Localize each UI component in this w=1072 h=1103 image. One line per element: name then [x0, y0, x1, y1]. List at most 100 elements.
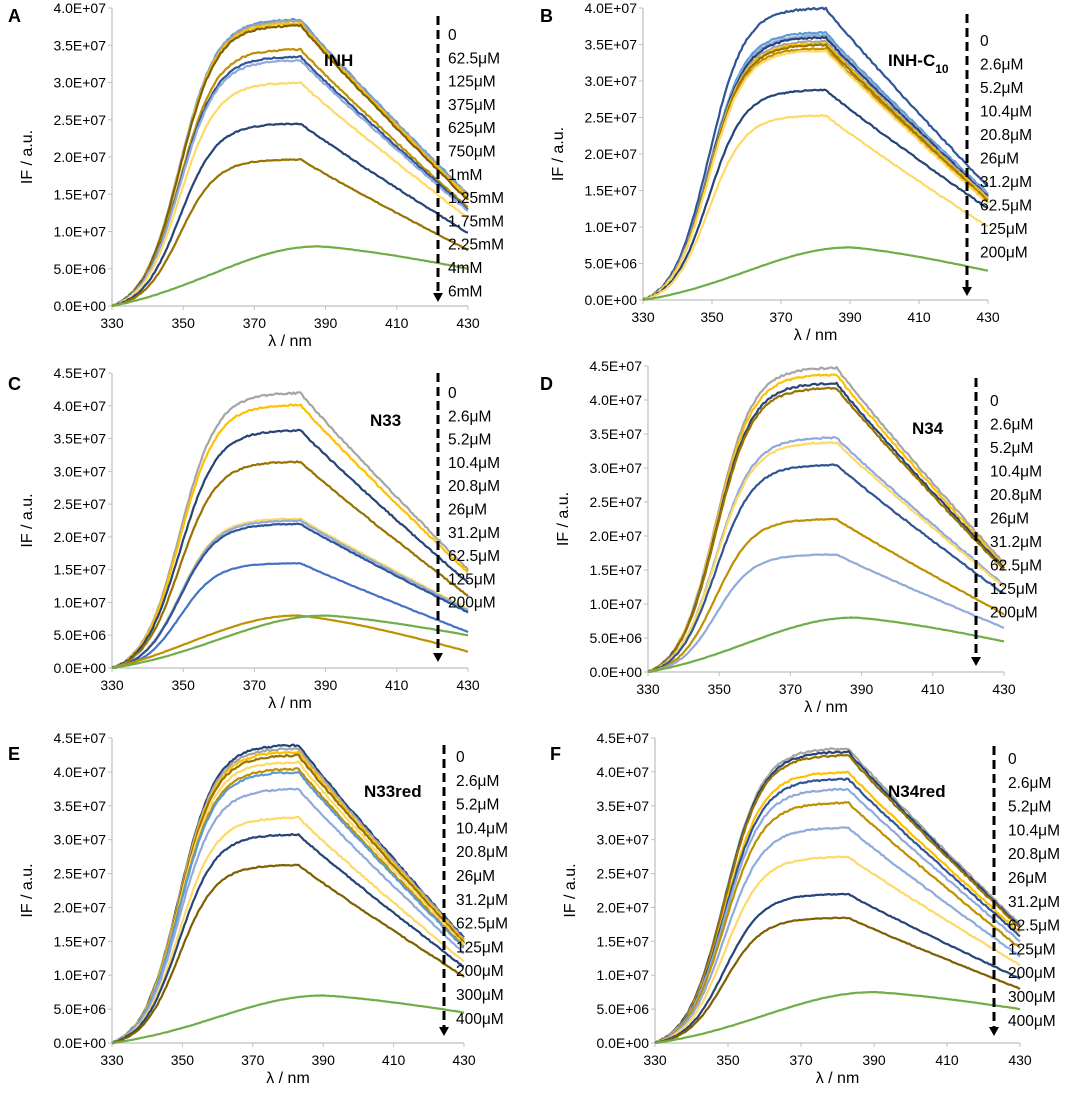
y-tick-label: 5.0E+06 — [53, 261, 106, 277]
y-tick-label: 4.0E+07 — [53, 764, 106, 780]
legend-entry: 2.6μM — [990, 417, 1033, 434]
y-tick-label: 3.0E+07 — [53, 832, 106, 848]
series-line — [642, 114, 989, 302]
x-tick-label: 330 — [643, 1052, 667, 1068]
x-tick-label: 430 — [456, 677, 480, 693]
y-tick-label: 4.0E+07 — [589, 392, 642, 408]
series-line — [111, 245, 469, 308]
x-tick-label: 350 — [700, 309, 724, 325]
y-axis-label: IF / a.u. — [19, 493, 36, 547]
x-tick-label: 370 — [779, 681, 803, 697]
y-axis-label: IF / a.u. — [19, 130, 36, 184]
x-tick-label: 390 — [838, 309, 862, 325]
legend-entry: 62.5μM — [980, 198, 1032, 215]
legend-entry: 0 — [448, 27, 457, 44]
legend-entry: 1.25mM — [448, 190, 504, 207]
series-line — [654, 892, 1021, 1045]
y-tick-label: 2.0E+07 — [53, 899, 106, 915]
legend-entry: 10.4μM — [1008, 822, 1060, 839]
arrow-head — [433, 293, 443, 302]
y-tick-label: 4.0E+07 — [53, 398, 106, 414]
legend-entry: 31.2μM — [456, 892, 508, 909]
legend-entry: 125μM — [980, 221, 1028, 238]
y-axis-label: IF / a.u. — [19, 863, 36, 917]
y-tick-label: 2.5E+07 — [53, 866, 106, 882]
x-tick-label: 350 — [708, 681, 732, 697]
legend-entry: 2.6μM — [448, 408, 491, 425]
legend-entry: 62.5μM — [448, 50, 500, 67]
x-tick-label: 330 — [631, 309, 655, 325]
series-line — [111, 767, 465, 1044]
series-line — [111, 522, 469, 669]
legend-entry: 6mM — [448, 283, 482, 300]
y-tick-label: 1.5E+07 — [589, 562, 642, 578]
x-tick-label: 370 — [241, 1052, 265, 1068]
series-line — [111, 815, 465, 1044]
y-tick-label: 5.0E+06 — [584, 256, 637, 272]
x-tick-label: 350 — [172, 677, 196, 693]
legend-entry: 0 — [448, 385, 457, 402]
y-tick-label: 1.0E+07 — [53, 224, 106, 240]
x-tick-label: 430 — [992, 681, 1016, 697]
legend-entry: 125μM — [990, 581, 1038, 598]
legend-entry: 20.8μM — [980, 127, 1032, 144]
y-tick-label: 4.5E+07 — [596, 730, 649, 746]
y-tick-label: 3.0E+07 — [589, 460, 642, 476]
arrow-head — [439, 1027, 449, 1036]
series-line — [654, 826, 1021, 1045]
y-tick-label: 3.5E+07 — [53, 37, 106, 53]
arrow-head — [971, 657, 981, 666]
y-tick-label: 5.0E+06 — [589, 630, 642, 646]
y-tick-label: 3.0E+07 — [584, 73, 637, 89]
y-tick-label: 2.5E+07 — [589, 494, 642, 510]
y-tick-label: 2.5E+07 — [53, 112, 106, 128]
compound-label: N34 — [912, 419, 944, 438]
x-tick-label: 330 — [100, 315, 124, 331]
x-tick-label: 410 — [385, 677, 409, 693]
x-tick-label: 410 — [382, 1052, 406, 1068]
chart-panel-c: C 0.0E+00 5.0E+06 1.0E+07 1.5E+07 2.0E+07 2.5E… — [8, 365, 500, 712]
legend-entry: 300μM — [456, 987, 504, 1004]
legend-entry: 0 — [456, 749, 465, 766]
series-line — [647, 441, 1005, 673]
legend-entry: 31.2μM — [980, 174, 1032, 191]
legend-entry: 5.2μM — [1008, 799, 1051, 816]
y-tick-label: 4.5E+07 — [589, 358, 642, 374]
series-line — [111, 460, 469, 670]
series-line — [654, 916, 1021, 1044]
x-tick-label: 410 — [935, 1052, 959, 1068]
series-line — [654, 787, 1021, 1045]
y-tick-label: 1.5E+07 — [53, 933, 106, 949]
legend-entry: 300μM — [1008, 989, 1056, 1006]
y-tick-label: 1.5E+07 — [53, 186, 106, 202]
legend-entry: 62.5μM — [1008, 918, 1060, 935]
y-tick-label: 4.0E+07 — [596, 764, 649, 780]
legend-entry: 2.6μM — [980, 57, 1023, 74]
series-line — [111, 54, 469, 308]
y-tick-label: 2.0E+07 — [53, 149, 106, 165]
x-tick-label: 430 — [1008, 1052, 1032, 1068]
series-line — [654, 753, 1021, 1045]
x-tick-label: 330 — [100, 1052, 124, 1068]
legend-entry: 200μM — [456, 963, 504, 980]
compound-label: INH-C10 — [888, 51, 949, 76]
legend-entry: 750μM — [448, 144, 496, 161]
compound-label: N33red — [364, 782, 422, 801]
legend-entry: 62.5μM — [990, 558, 1042, 575]
legend-entry: 26μM — [990, 511, 1029, 528]
y-tick-label: 1.5E+07 — [596, 933, 649, 949]
series-line — [654, 855, 1021, 1045]
compound-label: INH — [324, 51, 353, 70]
x-tick-label: 330 — [100, 677, 124, 693]
y-tick-label: 2.5E+07 — [584, 110, 637, 126]
legend-entry: 400μM — [1008, 1013, 1056, 1030]
panel-letter: D — [540, 374, 553, 394]
series-line — [647, 553, 1005, 674]
y-tick-label: 0.0E+00 — [53, 1035, 106, 1051]
series-line — [111, 994, 465, 1044]
chart-panel-a: A 0.0E+00 5.0E+06 1.0E+07 1.5E+07 2.0E+07 2.5E… — [8, 0, 504, 350]
legend-entry: 200μM — [980, 245, 1028, 262]
compound-subscript: 10 — [935, 62, 949, 76]
x-tick-label: 390 — [850, 681, 874, 697]
